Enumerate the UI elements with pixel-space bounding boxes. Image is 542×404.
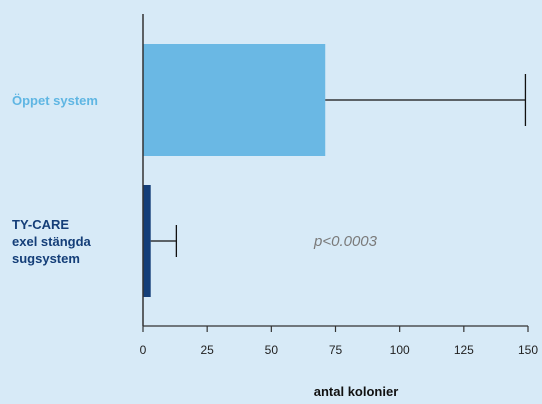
- x-axis-title: antal kolonier: [314, 384, 399, 399]
- bar-0: [143, 44, 326, 156]
- x-tick-label-100: 100: [390, 343, 410, 357]
- category-label-1: TY-CARE exel stängda sugsystem: [12, 217, 92, 266]
- x-tick-label-150: 150: [518, 343, 538, 357]
- p-value-annotation: p<0.0003: [313, 233, 378, 250]
- x-tick-label-25: 25: [200, 343, 214, 357]
- x-tick-label-75: 75: [329, 343, 343, 357]
- category-label-0: Öppet system: [12, 93, 98, 108]
- x-tick-label-125: 125: [454, 343, 474, 357]
- x-tick-label-0: 0: [140, 343, 147, 357]
- x-tick-label-50: 50: [265, 343, 279, 357]
- bars-layer: [143, 44, 326, 297]
- x-ticks-layer: 0 25 50 75 100 125 150: [140, 326, 538, 357]
- category-labels-layer: Öppet system TY-CARE exel stängda sugsystem: [12, 93, 98, 266]
- error-bars-layer: [150, 74, 527, 257]
- bar-1: [143, 185, 151, 297]
